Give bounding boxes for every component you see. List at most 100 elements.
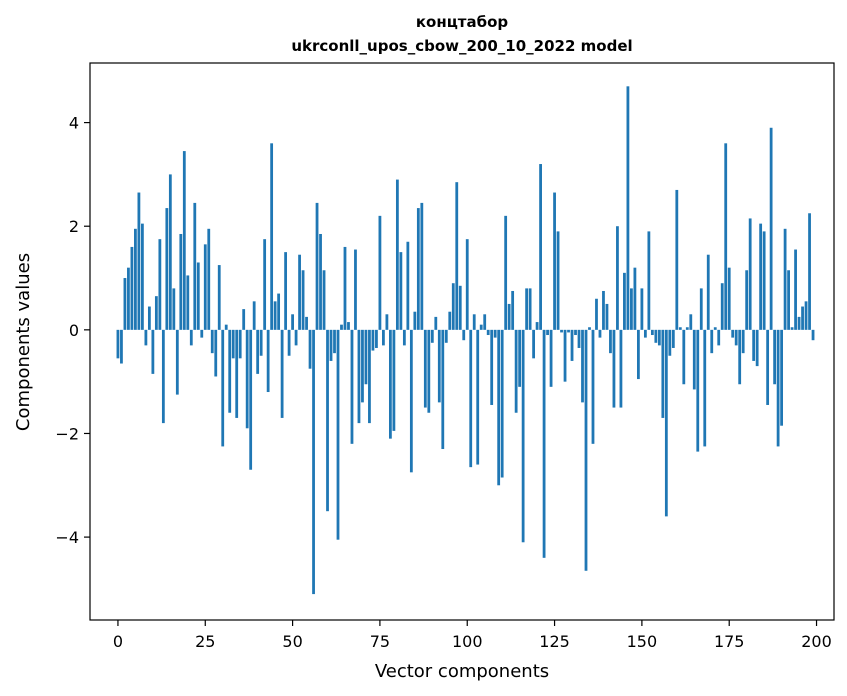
bar-108 [493, 329, 497, 338]
bar-56 [312, 329, 315, 595]
bar-171 [713, 327, 717, 330]
bar-63 [336, 329, 340, 540]
bar-0 [116, 329, 120, 359]
bar-124 [549, 329, 553, 387]
bar-187 [769, 127, 773, 330]
bar-16 [172, 288, 176, 330]
bar-86 [416, 208, 420, 330]
bar-115 [518, 329, 522, 387]
bar-106 [486, 329, 490, 336]
bar-164 [689, 314, 693, 330]
bar-151 [643, 329, 647, 338]
bar-71 [364, 329, 368, 385]
x-tick-label-6: 150 [627, 632, 658, 651]
bar-131 [574, 329, 577, 336]
bar-182 [752, 329, 756, 361]
bar-163 [685, 327, 689, 330]
y-tick-label-3: 2 [69, 217, 79, 236]
bar-152 [647, 231, 651, 330]
bar-74 [375, 329, 378, 348]
bar-3 [127, 267, 130, 330]
bar-66 [347, 322, 350, 330]
bar-97 [455, 182, 459, 330]
bar-132 [577, 329, 581, 348]
bar-144 [619, 329, 623, 408]
bar-58 [319, 233, 322, 330]
bar-142 [612, 329, 616, 408]
bar-154 [654, 329, 658, 343]
bar-65 [343, 246, 347, 330]
bar-70 [361, 329, 364, 403]
bar-120 [535, 322, 539, 330]
bar-21 [189, 329, 193, 346]
bar-72 [368, 329, 371, 424]
bar-57 [315, 202, 319, 330]
bar-198 [808, 213, 811, 330]
bar-48 [284, 252, 288, 330]
bar-17 [175, 329, 179, 395]
bar-149 [636, 329, 640, 380]
bar-165 [692, 329, 696, 390]
bar-11 [154, 296, 158, 330]
bar-123 [546, 329, 549, 336]
bar-197 [804, 301, 808, 330]
bar-73 [371, 329, 375, 351]
bar-77 [385, 314, 389, 330]
bar-98 [458, 285, 462, 330]
bar-60 [326, 329, 329, 512]
bar-119 [532, 329, 536, 359]
bar-166 [696, 329, 700, 452]
chart-title: концтабор [416, 13, 509, 31]
x-tick-label-3: 75 [370, 632, 390, 651]
bar-36 [242, 309, 246, 330]
x-tick-label-1: 25 [195, 632, 215, 651]
bar-145 [623, 272, 626, 330]
bar-96 [451, 283, 455, 330]
y-tick-label-1: −2 [55, 424, 79, 443]
bar-172 [717, 329, 721, 346]
bar-32 [228, 329, 232, 413]
bar-89 [427, 329, 431, 413]
bar-192 [787, 270, 790, 330]
bar-22 [193, 202, 197, 330]
bar-75 [378, 215, 382, 330]
bar-95 [448, 311, 452, 330]
bar-8 [144, 329, 148, 346]
bar-14 [165, 208, 169, 330]
bar-105 [483, 314, 487, 330]
bar-91 [434, 316, 438, 330]
bars-group [116, 86, 815, 595]
bar-114 [514, 329, 518, 413]
bar-121 [539, 164, 542, 330]
bar-28 [214, 329, 218, 377]
bar-10 [151, 329, 155, 374]
bar-52 [298, 254, 301, 330]
bar-180 [745, 270, 749, 330]
bar-183 [755, 329, 759, 367]
bar-88 [423, 329, 427, 408]
bar-138 [598, 329, 602, 338]
bar-76 [382, 329, 385, 346]
bar-110 [500, 329, 504, 478]
y-tick-label-0: −4 [55, 528, 79, 547]
bar-178 [738, 329, 742, 385]
y-tick-label-4: 4 [69, 114, 79, 133]
bar-67 [350, 329, 354, 444]
bar-116 [521, 329, 525, 543]
bar-25 [203, 244, 207, 330]
bar-126 [556, 231, 560, 330]
bar-129 [567, 329, 570, 333]
bar-80 [395, 179, 399, 330]
bar-139 [602, 290, 605, 330]
bar-82 [402, 329, 406, 346]
bar-103 [476, 329, 480, 465]
bar-44 [270, 143, 274, 330]
bar-193 [790, 327, 794, 330]
bar-125 [553, 192, 556, 330]
bar-179 [741, 329, 745, 354]
x-tick-label-8: 200 [801, 632, 832, 651]
chart-subtitle: ukrconll_upos_cbow_200_10_2022 model [291, 37, 632, 55]
bar-84 [409, 329, 413, 473]
bar-54 [305, 316, 308, 330]
